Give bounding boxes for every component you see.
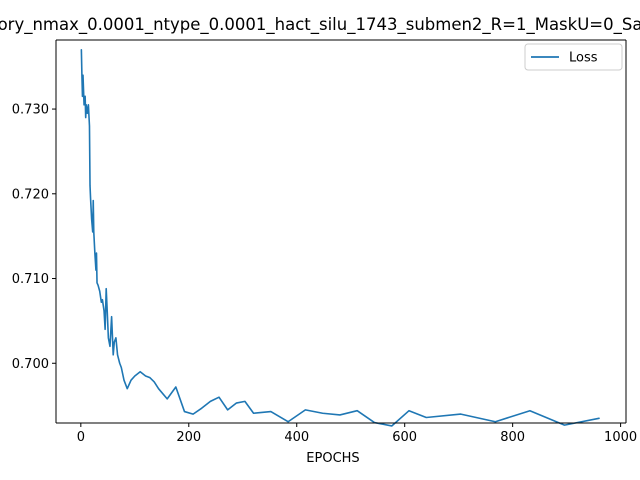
axes-frame [56,40,626,423]
y-axis: 0.700 0.710 0.720 0.730 [12,103,56,372]
x-tick-label: 800 [500,430,525,445]
x-tick-label: 1000 [604,430,637,445]
plot-area [55,39,627,427]
legend: Loss [524,43,623,71]
x-tick-label: 400 [284,430,309,445]
y-tick-label: 0.730 [12,103,49,118]
x-axis-title: EPOCHS [306,451,359,466]
chart-title: ory_nmax_0.0001_ntype_0.0001_hact_silu_1… [0,15,640,35]
y-tick-label: 0.700 [12,357,49,372]
y-tick-label: 0.710 [12,272,49,287]
legend-label-loss: Loss [569,51,598,66]
y-tick-label: 0.720 [12,187,49,202]
x-tick-label: 0 [77,430,85,445]
axes-spines [55,39,627,424]
series-layer [80,48,600,427]
x-tick-label: 600 [392,430,417,445]
x-tick-label: 200 [176,430,201,445]
legend-box [524,43,623,71]
series-line-loss [80,48,600,427]
x-axis: 0 200 400 600 800 1000 [77,423,637,445]
